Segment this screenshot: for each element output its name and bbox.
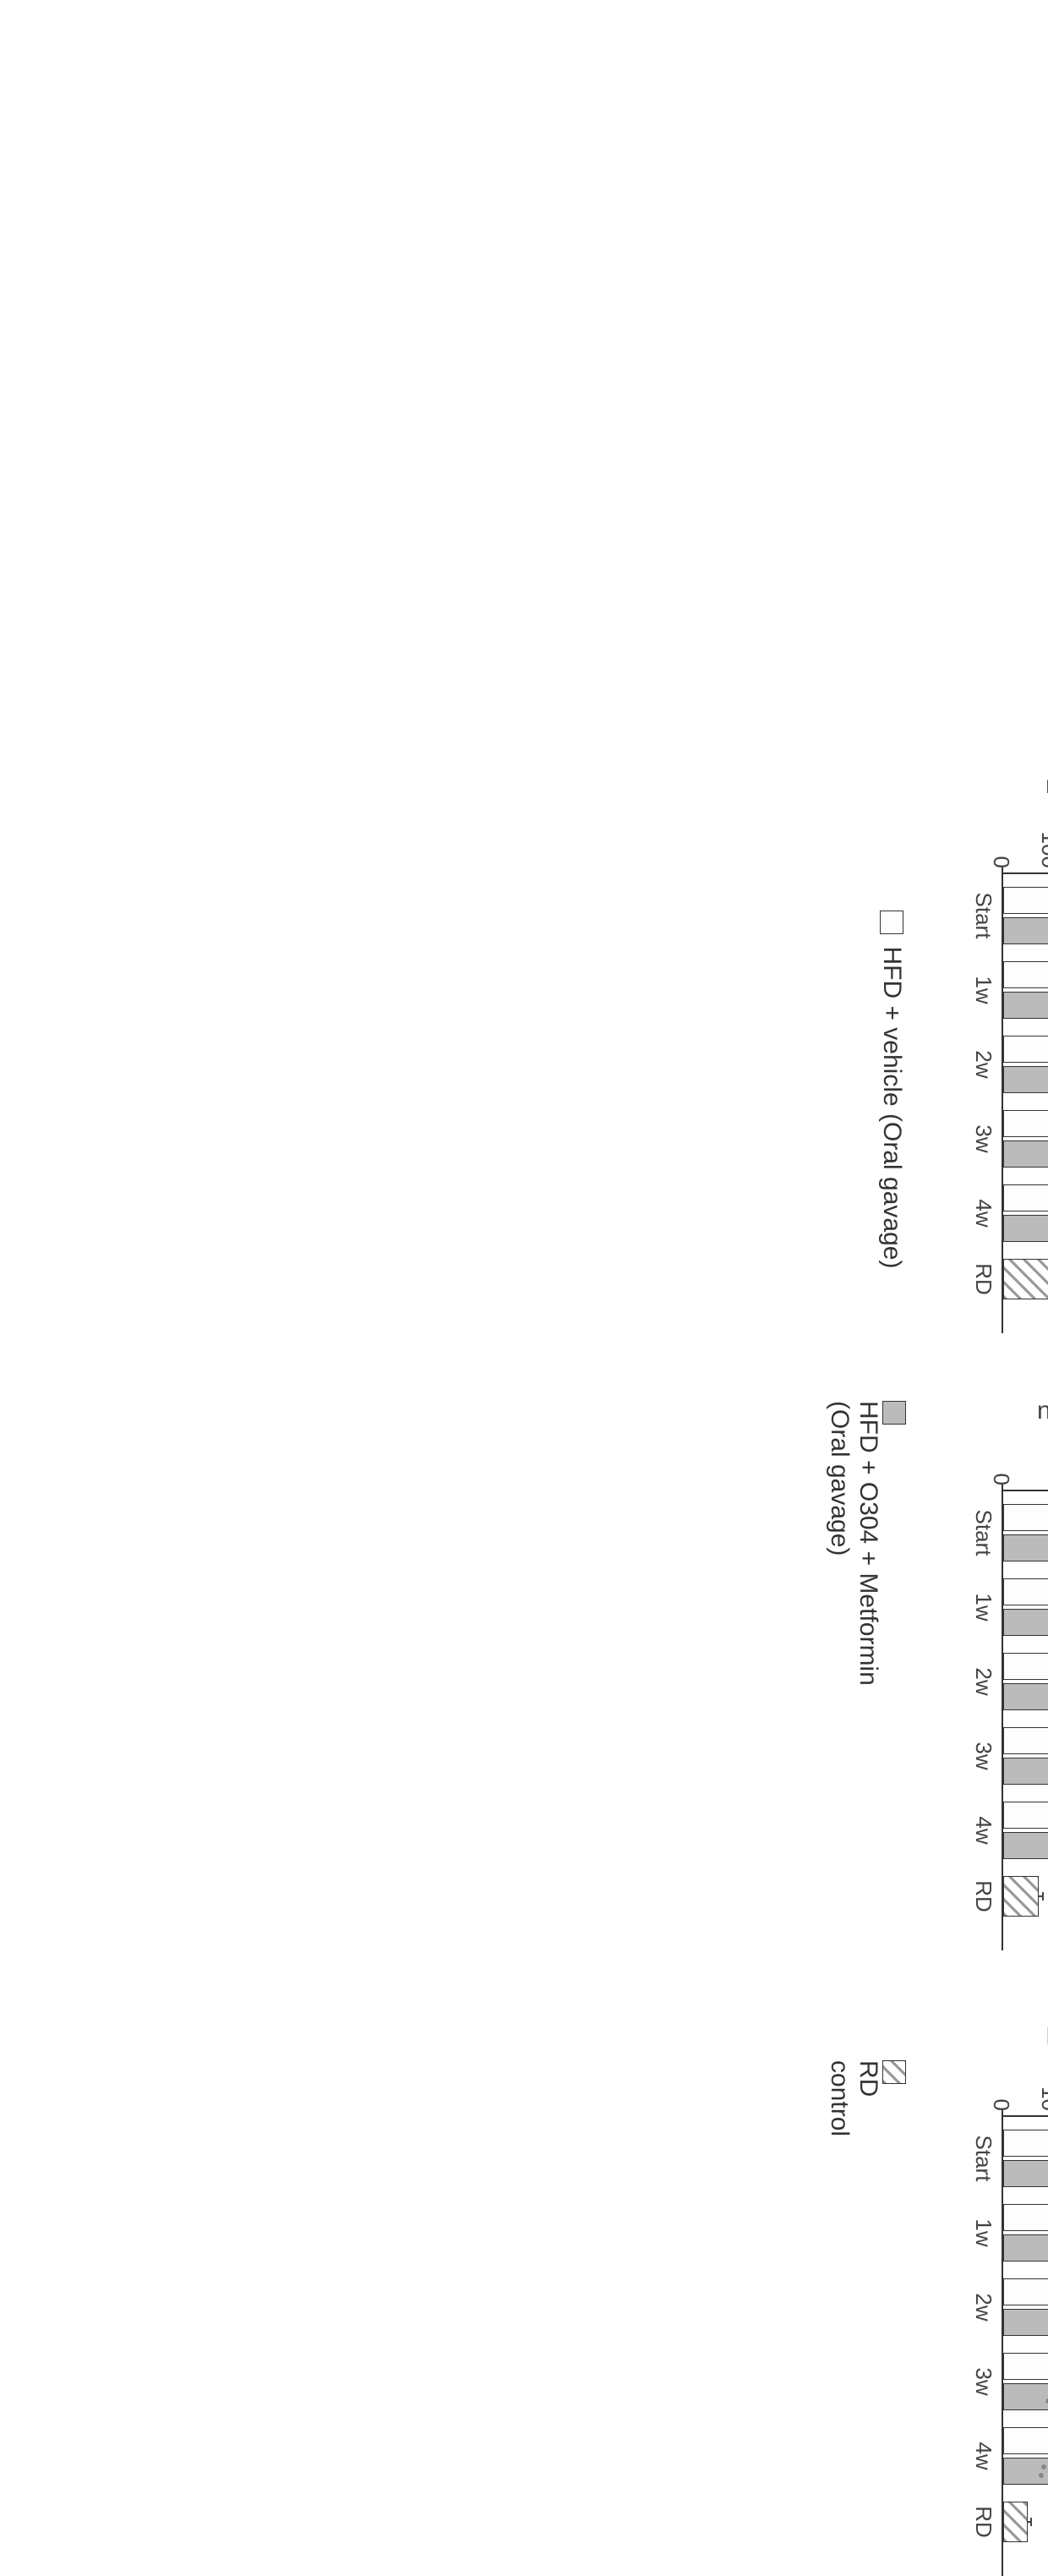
figure-content: Figure 2 (cont.) E Calf muscle vehicle M… xyxy=(0,691,1048,1739)
chart-h: 0123Start**1w***2w***3w***4wRD xyxy=(969,1443,1048,1950)
chart-g: 0100200300400Start1w*2w***3w***4wRD xyxy=(969,826,1048,1333)
legend-swatch-o304met xyxy=(882,1401,906,1425)
legend-swatch-vehicle xyxy=(880,911,903,934)
legend-vehicle: HFD + vehicle (Oral gavage) xyxy=(877,911,906,1268)
legend-o304met: HFD + O304 + Metformin (Oral gavage) xyxy=(825,1401,906,1739)
legend-rd: RD control xyxy=(825,2060,906,2136)
h-ylabel: ng/ml xyxy=(1037,1397,1048,1425)
chart-i: 010203040Start*1w***2w***3w***4wRD xyxy=(969,2069,1048,2576)
legend-swatch-rd xyxy=(882,2060,906,2084)
